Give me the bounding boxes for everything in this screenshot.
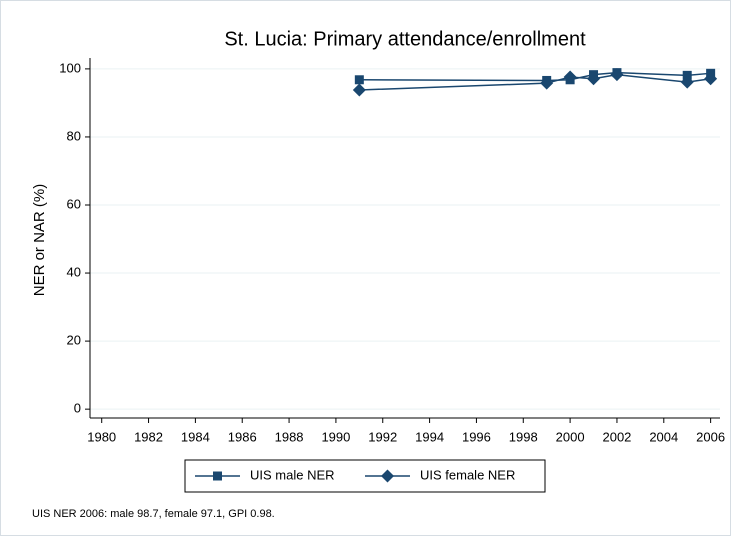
point [610,68,624,82]
x-tick-label: 1986 [228,429,257,444]
x-tick-label: 2000 [556,429,585,444]
y-tick-label: 20 [67,333,81,348]
legend-label: UIS female NER [420,467,515,482]
x-tick-label: 1980 [87,429,116,444]
x-tick-label: 1982 [134,429,163,444]
y-tick-label: 100 [59,60,81,75]
y-tick-label: 0 [74,401,81,416]
y-tick-label: 80 [67,128,81,143]
note: UIS NER 2006: male 98.7, female 97.1, GP… [32,508,275,520]
point [354,75,364,85]
y-tick-label: 60 [67,196,81,211]
x-tick-label: 1998 [509,429,538,444]
legend-marker [381,469,394,483]
x-tick-label: 1984 [181,429,210,444]
point [587,72,601,86]
y-axis-title: NER or NAR (%) [31,184,48,297]
chart-title: St. Lucia: Primary attendance/enrollment [224,28,586,50]
point [540,76,554,90]
x-tick-label: 1988 [275,429,304,444]
point [563,70,577,84]
y-tick-label: 40 [67,264,81,279]
legend-label: UIS male NER [250,467,335,482]
x-tick-label: 2004 [649,429,678,444]
x-tick-label: 1990 [321,429,350,444]
x-tick-label: 1996 [462,429,491,444]
x-tick-label: 1994 [415,429,444,444]
point [704,72,718,86]
point [682,70,692,80]
x-tick-label: 1992 [368,429,397,444]
x-tick-label: 2006 [696,429,725,444]
x-tick-label: 2002 [602,429,631,444]
point [680,75,694,89]
point [352,83,366,97]
legend-marker [213,471,222,481]
